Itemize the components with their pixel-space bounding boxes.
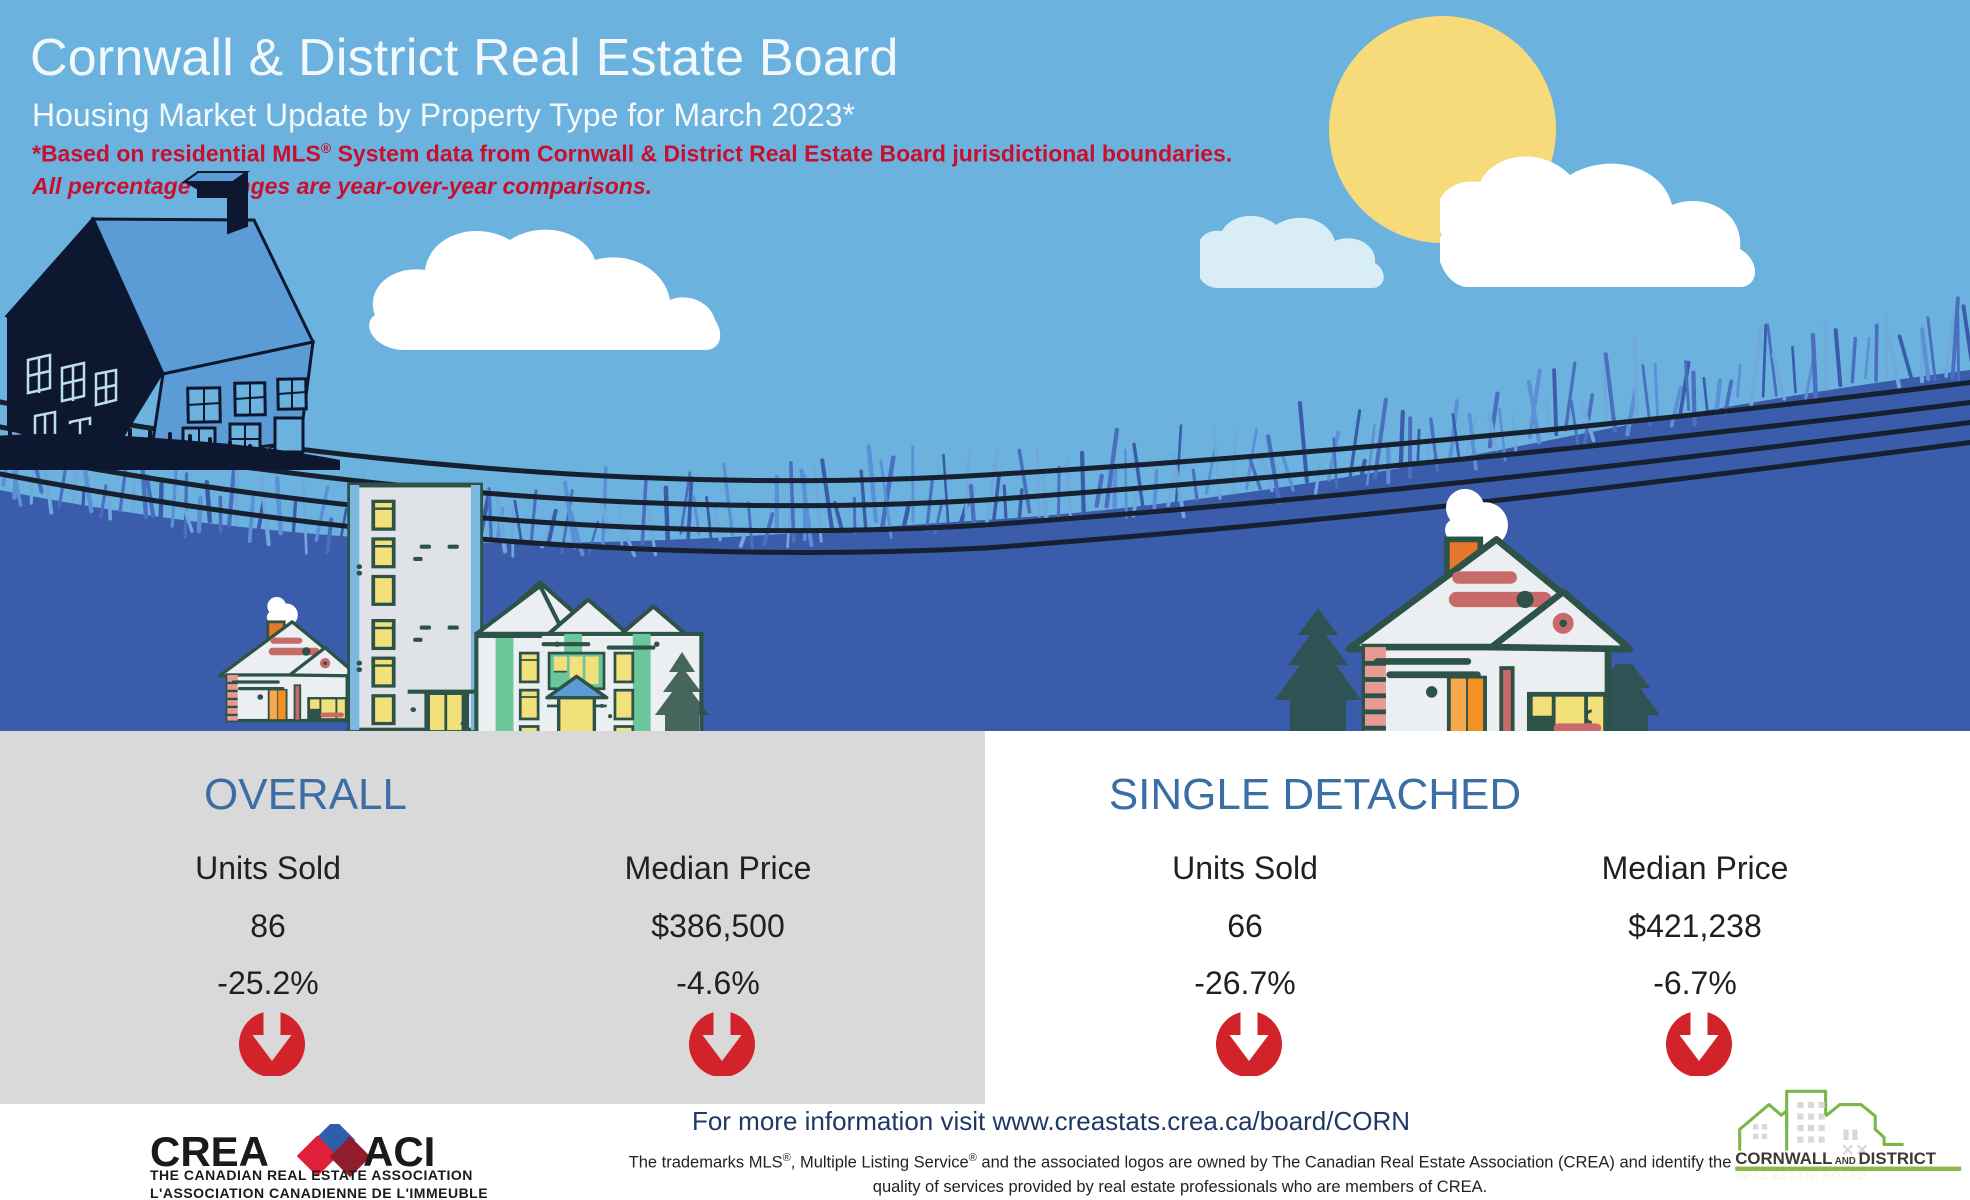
svg-text:CORNWALL AND DISTRICT: CORNWALL AND DISTRICT — [1735, 1149, 1937, 1168]
